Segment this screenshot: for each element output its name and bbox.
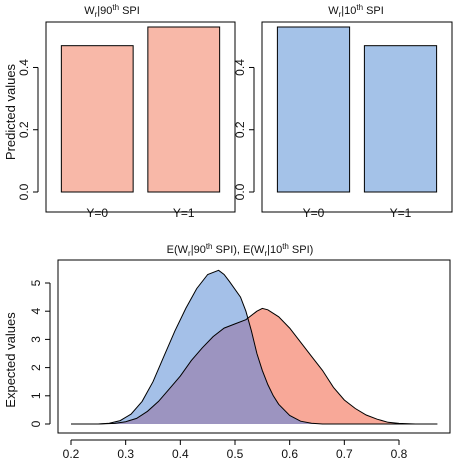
panel-3-xtick-label: 0.4 [172, 447, 189, 461]
panel-3-ytick-label: 2 [29, 364, 43, 371]
panel-3-xtick-label: 0.3 [117, 447, 134, 461]
panel-1-title: Wr|90th SPI [84, 3, 140, 19]
bar-y1 [147, 26, 221, 193]
panel-3-ytick-label: 4 [29, 308, 43, 315]
density-90th-spi-outline [71, 307, 438, 425]
panel-1-bars [60, 26, 221, 193]
panel-wr-10th-spi: Wr|10th SPI 0.0 0.2 0.4 Y=0 Y=1 [233, 3, 453, 220]
panel-3-xtick-label: 0.6 [281, 447, 298, 461]
panel-3-ylabel: Expected values [3, 312, 18, 408]
bar-y0 [276, 26, 351, 193]
panel-1-ylabel: Predicted values [3, 63, 18, 160]
panel-2-frame [261, 21, 453, 213]
panel-3-xtick-label: 0.8 [391, 447, 408, 461]
panel-3-ytick-label: 0 [29, 420, 43, 427]
panel-3-xtick-label: 0.5 [227, 447, 244, 461]
panel-wr-90th-spi: Wr|90th SPI Predicted values 0.0 0.2 0.4 Y… [3, 3, 236, 220]
panel-3-ytick-label: 1 [29, 392, 43, 399]
panel-3-ytick-label: 5 [29, 279, 43, 286]
panel-2-ytick-label: 0.0 [233, 183, 247, 200]
panel-1-xlabels: Y=0 Y=1 [86, 206, 195, 220]
panel-3-yaxis: 0 1 2 3 4 5 [29, 279, 51, 427]
density-10th-spi-outline [71, 269, 438, 425]
panel-2-xlabels: Y=0 Y=1 [303, 206, 412, 220]
panel-expected-values: E(Wr|90th SPI), E(Wr|10th SPI) Expected … [3, 242, 451, 461]
panel-2-ytick-label: 0.4 [233, 59, 247, 76]
bar-label: Y=1 [390, 206, 412, 220]
panel-1-ytick-label: 0.2 [17, 121, 31, 138]
panel-1-yaxis: 0.0 0.2 0.4 [17, 59, 39, 200]
bar-label: Y=0 [303, 206, 325, 220]
panel-2-bars [276, 26, 438, 193]
panel-3-title: E(Wr|90th SPI), E(Wr|10th SPI) [167, 242, 314, 258]
bar-label: Y=1 [173, 206, 195, 220]
panel-3-xaxis: 0.2 0.3 0.4 0.5 0.6 0.7 0.8 [63, 439, 408, 461]
panel-1-ytick-label: 0.4 [17, 59, 31, 76]
bar-label: Y=0 [86, 206, 108, 220]
panel-2-ytick-label: 0.2 [233, 121, 247, 138]
panel-2-yaxis: 0.0 0.2 0.4 [233, 59, 255, 200]
density-overlap [71, 308, 438, 424]
bar-y0 [60, 45, 134, 193]
panel-3-frame [57, 259, 451, 434]
panel-1-frame [45, 21, 236, 213]
panel-1-ytick-label: 0.0 [17, 183, 31, 200]
bar-y1 [363, 45, 438, 193]
panel-2-title: Wr|10th SPI [328, 3, 384, 19]
panel-3-xtick-label: 0.7 [336, 447, 353, 461]
panel-3-ytick-label: 3 [29, 336, 43, 343]
panel-3-xtick-label: 0.2 [63, 447, 80, 461]
